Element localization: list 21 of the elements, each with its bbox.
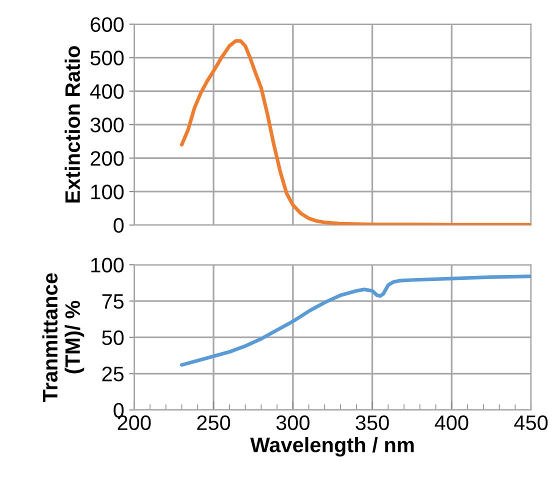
x-tick-label: 450 — [514, 415, 548, 430]
y-tick-label: 75 — [102, 294, 124, 309]
x-axis-title: Wavelength / nm — [250, 437, 414, 457]
y-tick-label: 600 — [90, 17, 124, 32]
y-tick-label: 500 — [90, 50, 124, 66]
x-tick-label: 300 — [276, 415, 310, 430]
y-tick-label: 100 — [91, 184, 124, 200]
y-tick-label: 400 — [90, 84, 124, 99]
line-series — [180, 39, 532, 226]
y-tick-label: 200 — [90, 151, 124, 166]
y-tick-label: 25 — [102, 366, 124, 382]
y-tick-label: 0 — [114, 218, 124, 233]
x-tick-label: 250 — [197, 415, 230, 430]
x-tick-label: 400 — [434, 415, 468, 430]
line-series — [180, 274, 532, 367]
y-tick-label: 50 — [102, 330, 124, 346]
y-axis-title: Tranmittance (TM)/ % — [42, 273, 84, 402]
y-tick-label: 300 — [90, 118, 124, 132]
y-tick-label: 100 — [91, 258, 124, 272]
x-tick-label: 350 — [356, 415, 389, 430]
y-axis-title: Extinction Ratio — [64, 46, 80, 203]
